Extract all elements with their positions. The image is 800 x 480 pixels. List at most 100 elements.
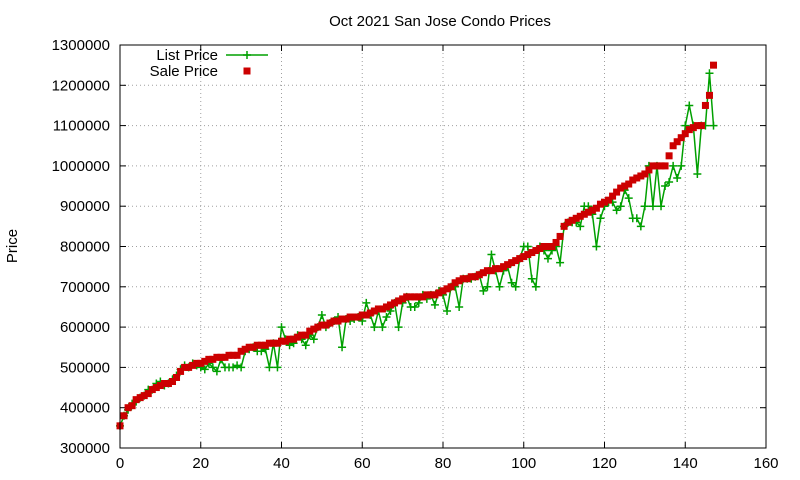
sale-price-point	[164, 380, 172, 388]
sale-price-point	[528, 249, 536, 257]
list-price-point	[681, 121, 690, 130]
list-price-point	[200, 365, 209, 374]
sale-price-point	[516, 255, 524, 263]
sale-price-point	[136, 394, 144, 402]
sale-price-point	[588, 206, 596, 214]
sale-price-point	[233, 351, 241, 359]
sale-price-point	[168, 378, 176, 386]
sale-price-point	[633, 174, 641, 182]
sale-price-point	[225, 351, 233, 359]
sale-price-point	[552, 238, 560, 246]
sale-price-point	[322, 321, 330, 329]
sale-price-point	[370, 307, 378, 315]
sale-price-point	[399, 295, 407, 303]
sale-price-point	[128, 402, 136, 410]
x-tick-label: 40	[273, 455, 290, 472]
x-tick-label: 60	[354, 455, 371, 472]
list-price-point	[531, 282, 540, 291]
y-tick-label: 1300000	[52, 37, 110, 54]
sale-price-point	[653, 162, 661, 170]
list-price-point	[705, 69, 714, 78]
sale-price-point	[710, 61, 718, 69]
sale-price-point	[564, 218, 572, 226]
y-tick-label: 900000	[60, 198, 110, 215]
list-price-point	[487, 250, 496, 259]
sale-price-point	[249, 343, 257, 351]
list-price-point	[233, 361, 242, 370]
list-price-point	[576, 222, 585, 231]
list-price-point	[640, 202, 649, 211]
y-tick-label: 500000	[60, 359, 110, 376]
list-price-point	[693, 169, 702, 178]
x-tick-label: 80	[435, 455, 452, 472]
sale-price-point	[201, 357, 209, 365]
sale-price-point	[463, 275, 471, 283]
list-price-point	[410, 302, 419, 311]
sale-price-point	[298, 331, 306, 339]
sale-price-point	[148, 386, 156, 394]
list-price-point	[483, 282, 492, 291]
sale-price-point	[245, 343, 253, 351]
list-price-point	[543, 254, 552, 263]
y-tick-label: 1200000	[52, 77, 110, 94]
sale-price-point	[641, 170, 649, 178]
sale-price-point	[330, 317, 338, 325]
x-tick-label: 100	[511, 455, 536, 472]
list-price-point	[523, 242, 532, 251]
sale-price-point	[419, 293, 427, 301]
sale-price-point	[621, 182, 629, 190]
list-price-point	[479, 286, 488, 295]
sale-price-point	[193, 359, 201, 367]
sale-price-point	[435, 289, 443, 297]
y-tick-label: 400000	[60, 400, 110, 417]
sale-price-point	[439, 287, 447, 295]
list-price-point	[592, 242, 601, 251]
y-tick-label: 600000	[60, 319, 110, 336]
sale-price-point	[645, 166, 653, 174]
y-tick-label: 800000	[60, 239, 110, 256]
y-tick-label: 1000000	[52, 158, 110, 175]
sale-price-point	[701, 101, 709, 109]
sale-price-point	[411, 293, 419, 301]
list-price-point	[673, 173, 682, 182]
sale-price-point	[326, 319, 334, 327]
sale-price-point	[221, 353, 229, 361]
list-price-point	[265, 363, 274, 372]
sale-price-point	[613, 188, 621, 196]
y-axis-label: Price	[4, 229, 21, 263]
sale-price-point	[278, 337, 285, 345]
sale-price-point	[318, 321, 326, 329]
list-price-point	[556, 258, 565, 267]
sale-price-point	[483, 267, 491, 275]
list-price-point	[648, 202, 657, 211]
sale-price-point	[407, 293, 415, 301]
sale-price-point	[423, 291, 431, 299]
sale-price-point	[185, 363, 193, 371]
list-price-point	[661, 182, 670, 191]
sale-price-point	[459, 275, 467, 283]
sale-price-point	[609, 192, 617, 200]
sale-price-point	[415, 293, 423, 301]
x-tick-label: 120	[592, 455, 617, 472]
list-price-point	[507, 278, 516, 287]
sale-price-point	[524, 251, 532, 259]
sale-price-point	[693, 122, 701, 130]
sale-price-point	[451, 279, 459, 287]
sale-price-point	[572, 214, 580, 222]
list-price-point	[636, 222, 645, 231]
sale-price-point	[209, 355, 217, 363]
sale-price-point	[673, 138, 681, 146]
sale-price-point	[500, 263, 508, 271]
sale-price-point	[338, 315, 346, 323]
sale-price-point	[629, 176, 637, 184]
sale-price-point	[253, 341, 261, 349]
sale-price-point	[657, 162, 665, 170]
sale-price-point	[584, 208, 592, 216]
list-price-point	[229, 363, 238, 372]
sale-price-point	[346, 313, 354, 321]
sale-price-point	[649, 162, 657, 170]
sale-price-point	[536, 245, 544, 253]
sale-price-point	[661, 162, 669, 170]
list-price-point	[208, 363, 217, 372]
sale-price-point	[504, 261, 512, 269]
